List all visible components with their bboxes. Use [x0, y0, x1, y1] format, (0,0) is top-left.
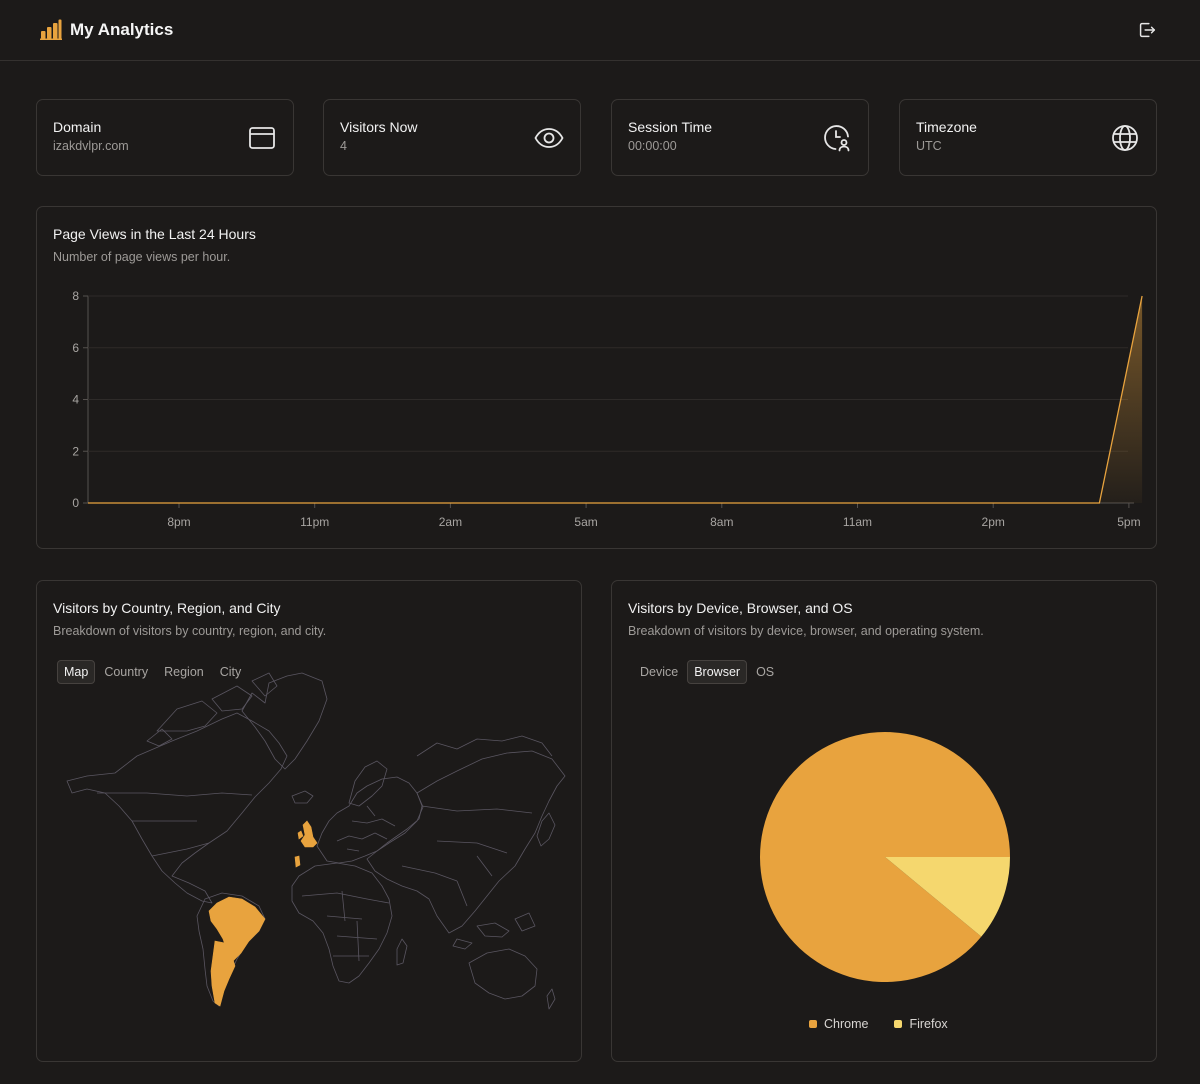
map-europe-borders [336, 805, 396, 852]
eye-icon [534, 128, 564, 148]
page-views-chart: 0 2 4 6 8 8pm 11pm 2am 5am 8am 11am 2pm 5pm [72, 289, 1143, 529]
tech-title: Visitors by Device, Browser, and OS [628, 600, 853, 616]
x-tick-label: 2pm [982, 515, 1005, 529]
geo-subtitle: Breakdown of visitors by country, region… [53, 624, 327, 638]
map-iceland [291, 790, 314, 804]
map-asia-borders [401, 805, 533, 907]
x-tick-label: 11am [843, 515, 872, 529]
legend-item-chrome: Chrome [809, 1017, 868, 1031]
y-tick-label: 6 [72, 341, 79, 355]
map-country-argentina [210, 940, 236, 1007]
y-tick-label: 8 [72, 289, 79, 303]
map-country-brazil [208, 896, 266, 962]
tech-subtitle: Breakdown of visitors by device, browser… [628, 624, 984, 638]
stat-card-session-time: Session Time 00:00:00 [611, 99, 869, 176]
map-southeast-asia-islands [452, 912, 536, 950]
map-country-portugal [294, 855, 301, 868]
geo-card: Visitors by Country, Region, and City Br… [36, 580, 582, 1062]
stat-card-domain: Domain izakdvlpr.com [36, 99, 294, 176]
map-europe [316, 776, 423, 864]
x-tick-label: 11pm [300, 515, 329, 529]
pie-slice-chrome[interactable] [760, 731, 1010, 982]
page-views-title: Page Views in the Last 24 Hours [53, 226, 256, 242]
tab-city[interactable]: City [219, 665, 242, 679]
tab-map[interactable]: Map [57, 660, 96, 684]
map-greenland [241, 672, 328, 770]
legend-item-firefox: Firefox [894, 1017, 948, 1031]
map-arctic-islands [146, 672, 278, 747]
tab-region[interactable]: Region [164, 665, 204, 679]
tab-browser[interactable]: Browser [687, 660, 748, 684]
clock-user-icon [824, 125, 850, 152]
map-japan [536, 812, 556, 847]
stat-value: UTC [916, 139, 942, 153]
legend-label: Firefox [909, 1017, 948, 1031]
map-asia [366, 750, 566, 934]
map-north-america-borders [97, 792, 253, 857]
browser-pie-chart [760, 731, 1010, 982]
map-siberia-north [416, 735, 553, 757]
x-tick-label: 5am [574, 515, 597, 529]
browser-window-icon [249, 127, 275, 149]
stat-card-timezone: Timezone UTC [899, 99, 1157, 176]
map-country-ireland-dot [297, 830, 304, 840]
stat-title: Session Time [628, 119, 713, 135]
map-new-zealand [546, 988, 556, 1010]
tab-os[interactable]: OS [756, 665, 775, 679]
stat-card-visitors-now: Visitors Now 4 [323, 99, 581, 176]
map-madagascar [396, 938, 408, 966]
page-views-subtitle: Number of page views per hour. [53, 250, 231, 264]
tab-device[interactable]: Device [640, 665, 679, 679]
legend-swatch [809, 1020, 817, 1028]
x-tick-label: 5pm [1117, 515, 1140, 529]
stat-title: Domain [53, 119, 102, 135]
map-australia [468, 948, 538, 1000]
app-title: My Analytics [70, 20, 174, 39]
series-line [88, 295, 1143, 504]
legend-label: Chrome [824, 1017, 869, 1031]
geo-tabs: Map Country Region City [57, 660, 250, 684]
tab-country[interactable]: Country [104, 665, 149, 679]
tech-tabs: Device Browser OS [633, 660, 783, 684]
legend-swatch [894, 1020, 903, 1028]
stat-title: Timezone [916, 119, 977, 135]
geo-title: Visitors by Country, Region, and City [53, 600, 281, 616]
map-scandinavia [348, 760, 388, 807]
y-tick-label: 0 [72, 496, 79, 510]
map-africa-borders [301, 890, 390, 962]
globe-icon [1112, 125, 1138, 151]
logout-icon[interactable] [1136, 19, 1158, 41]
pie-slice-firefox[interactable] [885, 857, 1010, 937]
x-tick-label: 8am [710, 515, 733, 529]
stat-value: 00:00:00 [628, 139, 677, 153]
y-tick-label: 2 [72, 444, 79, 458]
app-header: My Analytics [0, 0, 1200, 61]
stat-value: 4 [340, 139, 347, 153]
map-north-america [66, 712, 288, 904]
x-tick-label: 2am [439, 515, 462, 529]
tech-card: Visitors by Device, Browser, and OS Brea… [611, 580, 1157, 1062]
stat-title: Visitors Now [340, 119, 418, 135]
map-africa [291, 862, 393, 984]
y-tick-label: 4 [72, 393, 79, 407]
bar-chart-logo-icon [40, 19, 62, 40]
world-map [66, 672, 566, 1010]
map-country-united-kingdom [300, 820, 318, 848]
pie-legend: Chrome Firefox [809, 1017, 974, 1031]
x-tick-label: 8pm [167, 515, 190, 529]
stat-value: izakdvlpr.com [53, 139, 129, 153]
page-views-card: Page Views in the Last 24 Hours Number o… [36, 206, 1157, 549]
